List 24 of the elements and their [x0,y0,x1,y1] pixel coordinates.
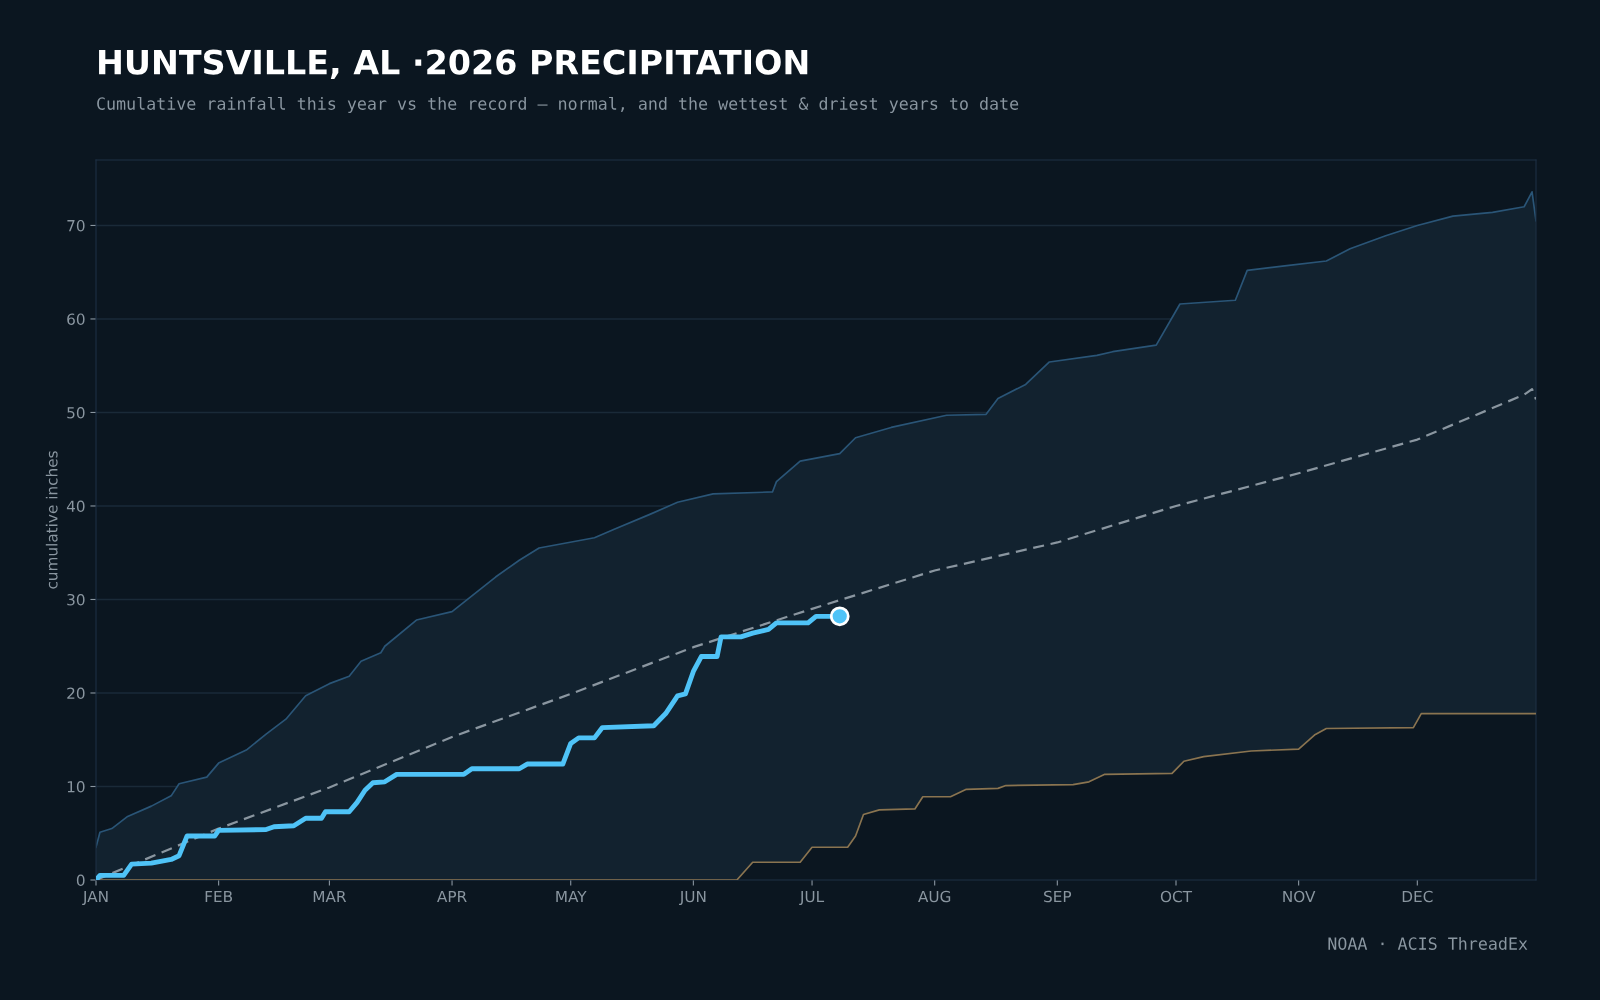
x-tick-label: FEB [205,890,233,903]
y-tick-label: 0 [76,874,85,887]
chart-subtitle: Cumulative rainfall this year vs the record — normal, and the wettest & driest years to date [97,96,1019,114]
x-tick-label: JAN [82,890,108,906]
x-tick-label: SEP [1044,890,1072,903]
y-tick-label: 70 [67,219,85,232]
x-tick-label: MAY [556,890,587,903]
y-tick-label: 30 [67,593,85,606]
y-axis-title: cumulative inches [45,451,58,589]
x-tick-label: DEC [1402,890,1433,903]
y-tick-label: 10 [67,780,85,793]
x-tick-label: JUL [799,890,825,906]
y-tick-label: 40 [66,500,85,512]
text: NOAA · ACIS ThreadEx [1328,936,1528,950]
x-tick-label: APR [437,890,467,903]
x-tick-label: JUN [679,890,706,906]
x-tick-label: NOV [1283,890,1316,903]
y-tick-label: 20 [67,687,85,700]
y-tick-label: 50 [67,406,85,419]
x-tick-label: OCT [1160,890,1193,903]
x-tick-label: MAR [313,890,347,903]
y-tick-label: 60 [67,313,85,325]
x-tick-label: AUG [918,890,951,903]
chart-title: HUNTSVILLE, AL ·2026 PRECIPITATION [99,49,808,79]
